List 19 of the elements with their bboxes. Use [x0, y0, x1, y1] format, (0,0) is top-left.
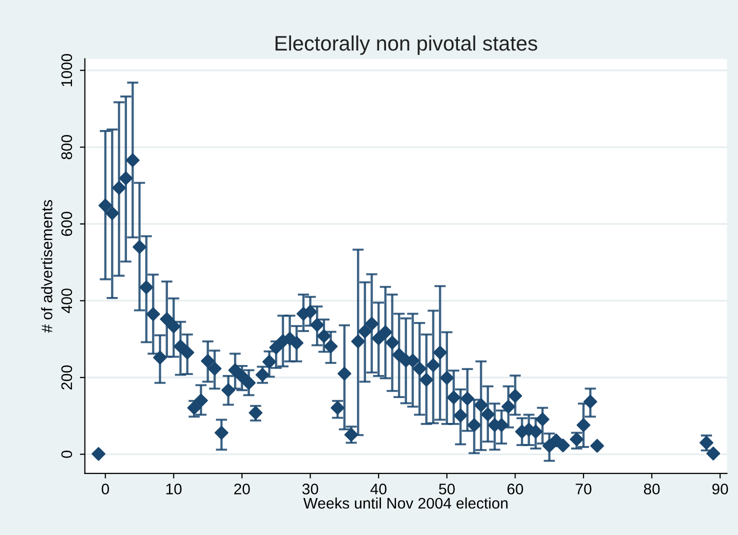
x-tick-label: 20: [234, 484, 250, 494]
y-tick-label: 1000: [61, 54, 72, 86]
x-tick-label: 0: [102, 484, 110, 494]
y-tick-label: 600: [61, 212, 72, 236]
x-tick-label: 30: [302, 484, 318, 494]
y-axis-title: # of advertisements: [41, 200, 52, 333]
x-tick-label: 50: [439, 484, 455, 494]
y-tick-label: 200: [61, 365, 72, 390]
x-tick-label: 10: [166, 484, 182, 494]
x-tick-label: 40: [370, 484, 386, 494]
x-tick-label: 70: [576, 484, 592, 494]
x-tick-label: 80: [644, 484, 660, 494]
y-tick-label: 800: [61, 135, 72, 160]
y-tick-label: 400: [61, 288, 72, 314]
chart-title: Electorally non pivotal states: [276, 35, 538, 55]
x-axis-title: Weeks until Nov 2004 election: [303, 497, 508, 509]
y-tick-label: 0: [61, 450, 72, 458]
x-tick-label: 60: [507, 484, 524, 494]
x-tick-label: 90: [712, 484, 728, 494]
